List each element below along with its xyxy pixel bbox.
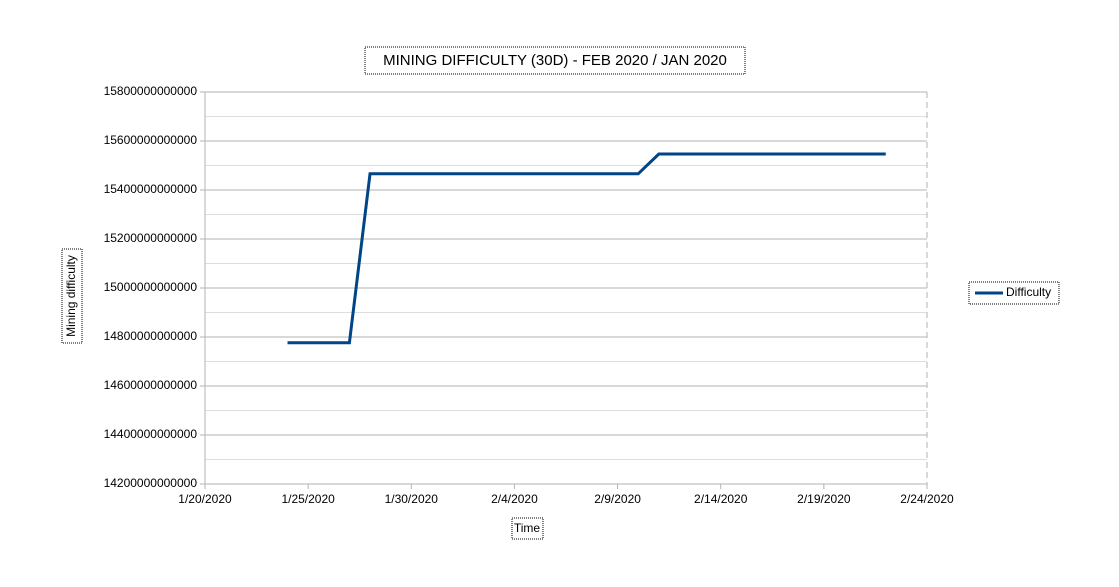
x-tick-label: 2/4/2020 bbox=[491, 492, 538, 506]
legend-box bbox=[968, 281, 1060, 305]
x-tick-label: 2/24/2020 bbox=[900, 492, 954, 506]
y-tick-label: 15800000000000 bbox=[104, 84, 198, 98]
y-tick-label: 14800000000000 bbox=[104, 329, 198, 343]
x-axis-label: Time bbox=[514, 521, 541, 535]
data-line bbox=[287, 152, 886, 345]
y-tick-label: 15000000000000 bbox=[104, 280, 198, 294]
x-tick-label: 2/19/2020 bbox=[797, 492, 851, 506]
x-tick-label: 2/9/2020 bbox=[594, 492, 641, 506]
x-tick-label: 1/25/2020 bbox=[281, 492, 335, 506]
y-tick-label: 14400000000000 bbox=[104, 427, 198, 441]
chart-title: MINING DIFFICULTY (30D) - FEB 2020 / JAN… bbox=[383, 52, 727, 69]
y-tick-label: 15400000000000 bbox=[104, 182, 198, 196]
x-tick-label: 2/14/2020 bbox=[694, 492, 748, 506]
x-label-box bbox=[511, 517, 544, 540]
x-tick-label: 1/30/2020 bbox=[385, 492, 439, 506]
y-axis-label: Mining difficulty bbox=[64, 255, 78, 337]
x-tick-label: 1/20/2020 bbox=[178, 492, 232, 506]
y-tick-label: 15600000000000 bbox=[104, 133, 198, 147]
y-tick-label: 14200000000000 bbox=[104, 476, 198, 490]
y-tick-label: 14600000000000 bbox=[104, 378, 198, 392]
y-tick-label: 15200000000000 bbox=[104, 231, 198, 245]
legend-label: Difficulty bbox=[1006, 285, 1051, 299]
y-label-box bbox=[61, 248, 83, 344]
title-box bbox=[364, 46, 746, 75]
